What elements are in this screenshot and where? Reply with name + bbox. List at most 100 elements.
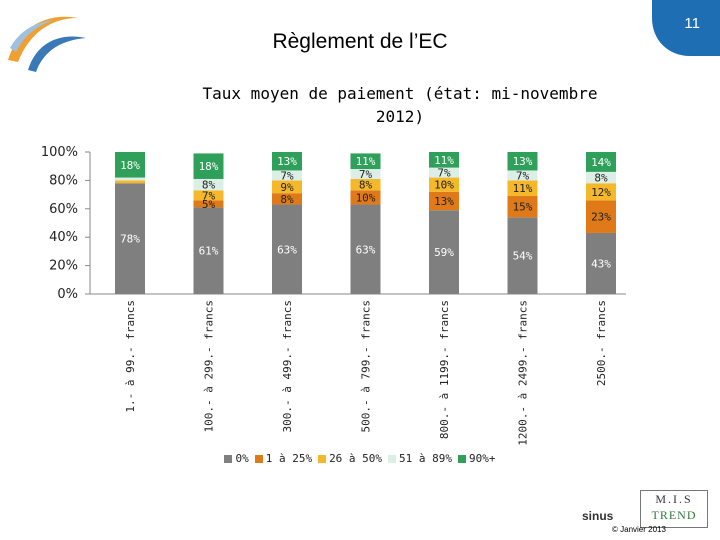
legend-swatch bbox=[388, 455, 397, 463]
y-tick-label: 0% bbox=[57, 287, 78, 302]
data-label: 8% bbox=[359, 179, 373, 192]
bar-segment bbox=[350, 190, 381, 205]
bar-segment bbox=[115, 177, 145, 181]
mis-trend-logo: M.I.S TREND bbox=[640, 490, 708, 528]
data-label: 10% bbox=[434, 179, 454, 192]
legend-label: 1 à 25% bbox=[265, 452, 313, 465]
bar-segment bbox=[193, 207, 224, 294]
company-logo bbox=[8, 16, 86, 72]
bar-segment bbox=[272, 180, 302, 194]
legend-swatch bbox=[318, 455, 327, 463]
bar-segment bbox=[586, 232, 616, 294]
legend-swatch bbox=[254, 455, 263, 463]
data-label: 9% bbox=[280, 181, 294, 194]
bar-segment bbox=[586, 183, 616, 201]
bar-segment bbox=[272, 204, 302, 294]
legend-item: 51 à 89% bbox=[388, 452, 452, 465]
page-number-badge: 11 bbox=[652, 0, 720, 56]
data-label: 7% bbox=[202, 189, 216, 202]
data-label: 7% bbox=[516, 169, 530, 182]
data-label: 78% bbox=[120, 233, 140, 246]
bar-segment bbox=[115, 183, 145, 294]
data-label: 7% bbox=[437, 167, 451, 180]
data-label: 8% bbox=[202, 179, 216, 192]
x-tick-label: 300.- à 499.- francs bbox=[281, 300, 294, 432]
data-label: 13% bbox=[434, 195, 454, 208]
legend-label: 51 à 89% bbox=[399, 452, 453, 465]
data-label: 7% bbox=[280, 169, 294, 182]
data-label: 13% bbox=[277, 155, 297, 168]
bar-segment bbox=[429, 167, 459, 178]
x-tick-label: 100.- à 299.- francs bbox=[203, 300, 216, 432]
legend-swatch bbox=[458, 455, 467, 463]
y-tick-label: 80% bbox=[49, 173, 78, 188]
bar-segment bbox=[350, 169, 381, 179]
chart-title-line-2: 2012) bbox=[375, 107, 425, 126]
data-label: 54% bbox=[513, 250, 533, 263]
page-number: 11 bbox=[684, 15, 700, 32]
bar-segment bbox=[429, 210, 459, 294]
bar-segment bbox=[193, 178, 224, 191]
bar-segment bbox=[507, 180, 538, 197]
bar-segment bbox=[429, 152, 459, 168]
data-label: 13% bbox=[513, 155, 533, 168]
y-tick-label: 100% bbox=[41, 145, 78, 160]
bar-segment bbox=[507, 170, 538, 181]
copyright-notice: © Janvier 2013 bbox=[612, 525, 666, 534]
bar-segment bbox=[507, 152, 538, 171]
data-label: 14% bbox=[591, 156, 611, 169]
data-label: 11% bbox=[356, 155, 376, 168]
bar-segment bbox=[350, 178, 381, 191]
bar-segment bbox=[193, 190, 224, 201]
x-tick-label: 800.- à 1199.- francs bbox=[438, 300, 451, 439]
data-label: 18% bbox=[199, 160, 219, 173]
y-tick-label: 60% bbox=[49, 202, 78, 217]
data-label: 7% bbox=[359, 168, 373, 181]
data-label: 12% bbox=[591, 186, 611, 199]
legend-item: 1 à 25% bbox=[254, 452, 313, 465]
legend-label: 0% bbox=[235, 452, 249, 465]
chart-legend: 0% 1 à 25% 26 à 50% 51 à 89% 90%+ bbox=[0, 452, 720, 465]
bar-segment bbox=[350, 153, 381, 170]
data-label: 63% bbox=[277, 243, 297, 256]
data-label: 61% bbox=[199, 245, 219, 258]
y-tick-label: 20% bbox=[49, 259, 78, 274]
bar-segment bbox=[429, 177, 459, 192]
data-label: 59% bbox=[434, 246, 454, 259]
data-label: 5% bbox=[202, 198, 216, 211]
bar-segment bbox=[429, 191, 459, 211]
legend-label: 90%+ bbox=[469, 452, 496, 465]
data-label: 10% bbox=[356, 191, 376, 204]
legend-item: 90%+ bbox=[458, 452, 496, 465]
data-label: 63% bbox=[356, 243, 376, 256]
mis-trend-logo-top: M.I.S bbox=[655, 492, 693, 506]
data-label: 15% bbox=[513, 201, 533, 214]
slide-title: Règlement de l’EC bbox=[272, 30, 448, 53]
x-tick-label: 500.- à 799.- francs bbox=[360, 300, 373, 432]
bar-segment bbox=[507, 196, 538, 218]
data-label: 18% bbox=[120, 159, 140, 172]
data-label: 11% bbox=[434, 154, 454, 167]
chart-title: Taux moyen de paiement (état: mi-novembr… bbox=[130, 82, 670, 128]
data-label: 8% bbox=[594, 172, 608, 185]
sinus-logo: sinus bbox=[582, 509, 614, 523]
bar-segment bbox=[507, 217, 538, 294]
legend-item: 0% bbox=[224, 452, 249, 465]
bar-segment bbox=[272, 152, 302, 171]
bar-segment bbox=[193, 153, 224, 179]
mis-trend-logo-bottom: TREND bbox=[651, 508, 697, 522]
legend-swatch bbox=[224, 455, 233, 463]
bar-segment bbox=[586, 171, 616, 184]
stacked-bar-chart: 0% 20% 40% 60% 80% 100% 1.- à 99.- francs 100.-… bbox=[41, 145, 626, 446]
data-label: 43% bbox=[591, 257, 611, 270]
chart-title-line-1: Taux moyen de paiement (état: mi-novembr… bbox=[202, 84, 598, 103]
y-tick-label: 40% bbox=[49, 230, 78, 245]
x-tick-label: 2500.- francs bbox=[595, 300, 608, 386]
bar-segment bbox=[350, 204, 381, 294]
x-tick-label: 1200.- à 2499.- francs bbox=[517, 300, 530, 446]
bar-segment bbox=[272, 170, 302, 181]
bar-segment bbox=[115, 180, 145, 184]
legend-label: 26 à 50% bbox=[329, 452, 383, 465]
bar-segment bbox=[115, 152, 145, 178]
data-label: 8% bbox=[280, 193, 294, 206]
